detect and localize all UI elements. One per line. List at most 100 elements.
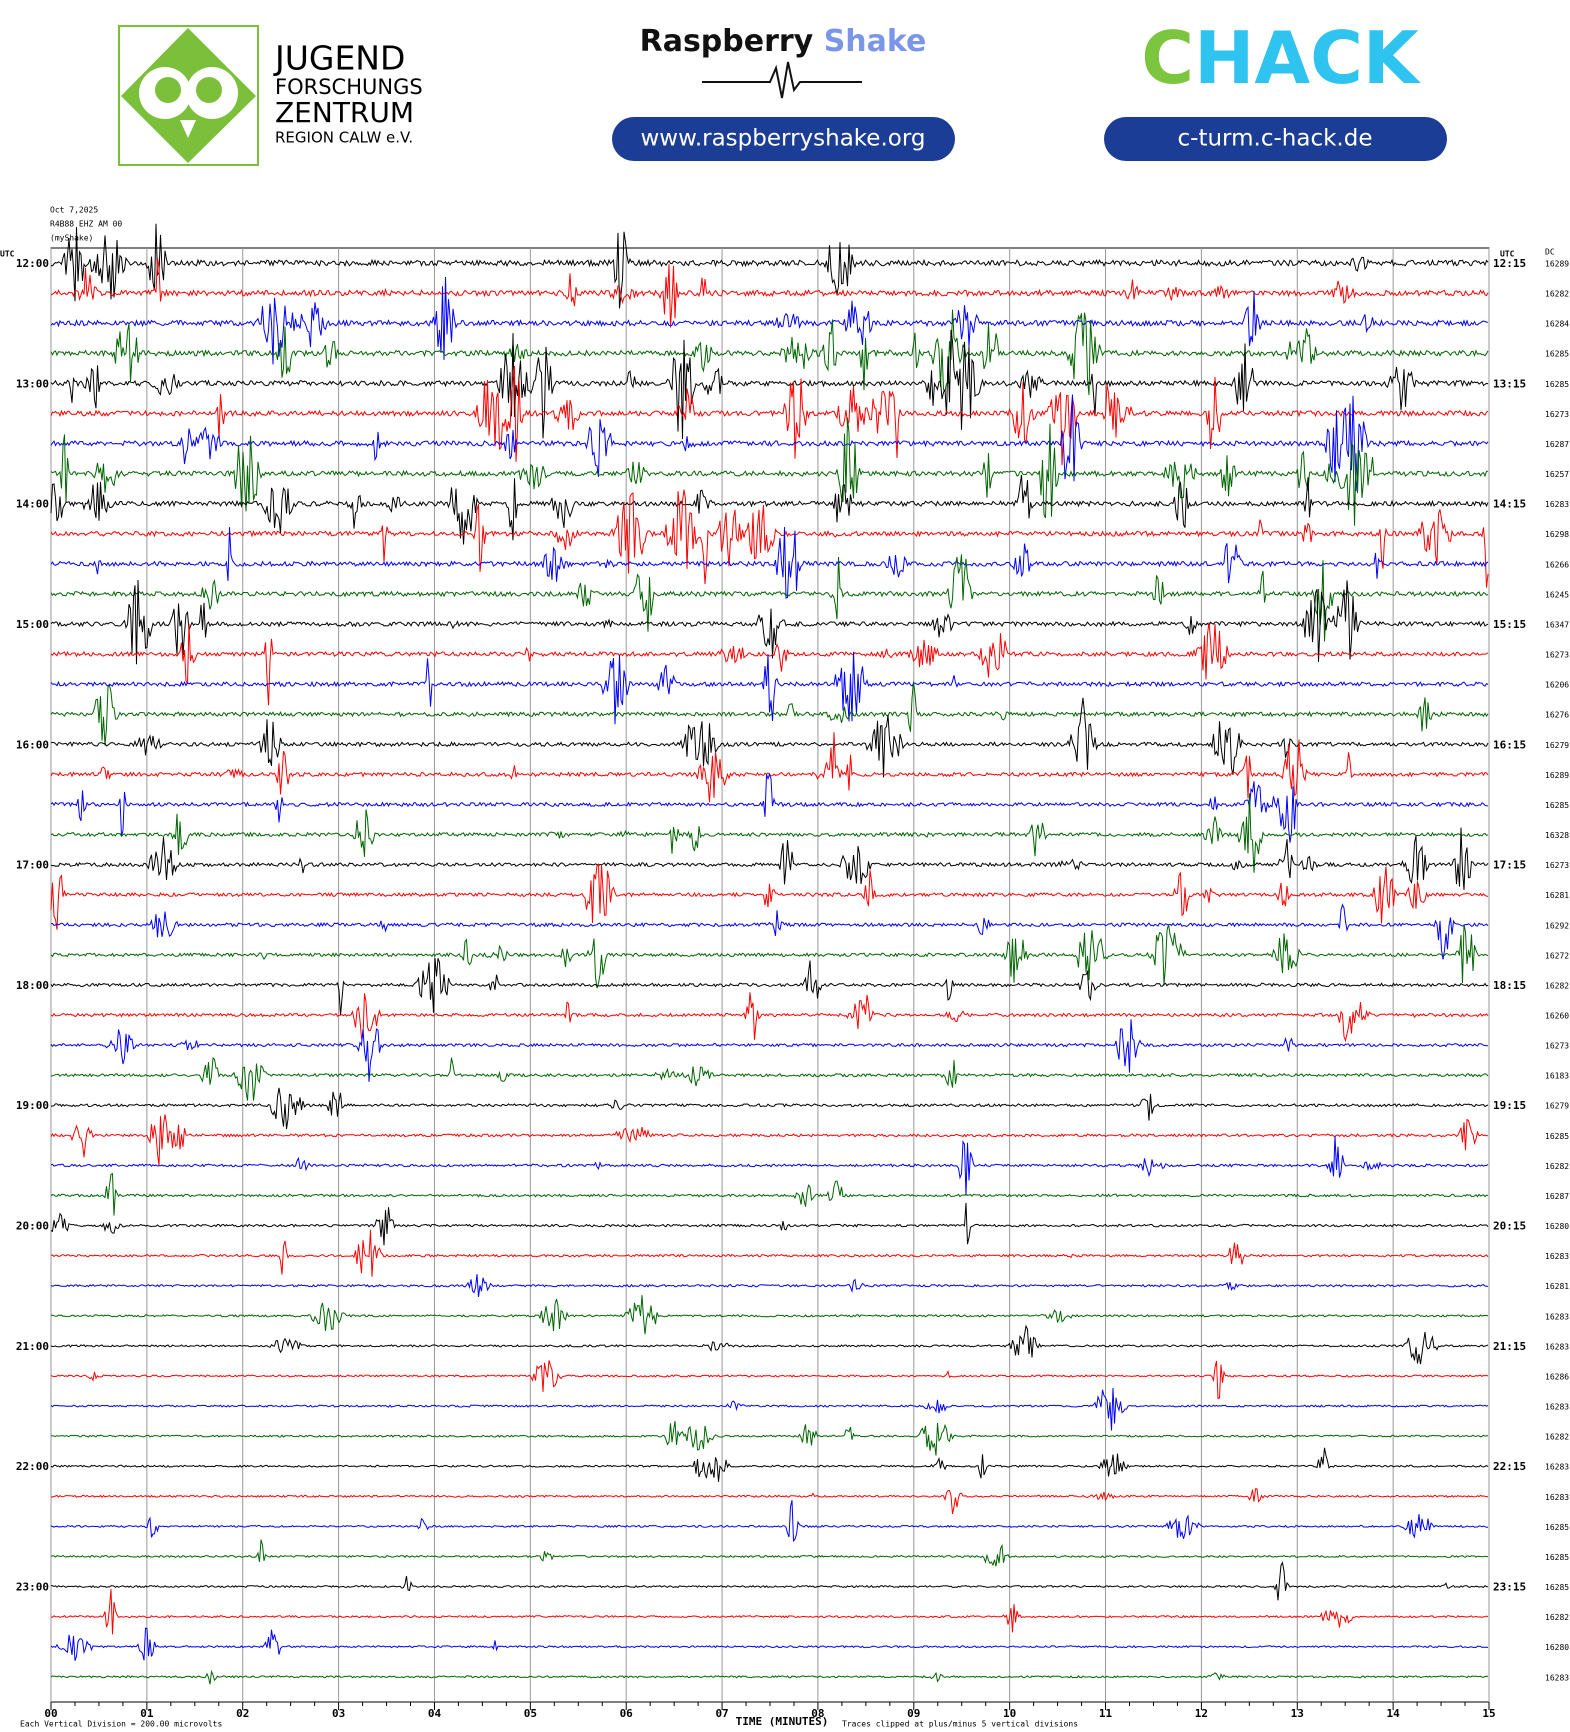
dc-value: 16285: [1545, 1583, 1569, 1592]
trace: [50, 1324, 1489, 1365]
trace: [50, 489, 1489, 588]
hack-logo: CHACK: [1141, 16, 1421, 100]
left-time: 18:00: [16, 979, 49, 992]
dc-value: 16282: [1545, 1433, 1569, 1442]
x-tick-label: 00: [44, 1707, 57, 1720]
trace: [50, 223, 1489, 309]
trace: [50, 863, 1489, 930]
trace: [50, 329, 1489, 440]
right-time: 13:15: [1493, 377, 1526, 390]
x-tick-label: 13: [1291, 1707, 1304, 1720]
trace: [50, 1295, 1489, 1335]
dc-value: 16285: [1545, 350, 1569, 359]
right-time: 15:15: [1493, 618, 1526, 631]
dc-value: 16285: [1545, 1523, 1569, 1532]
trace: [50, 1421, 1489, 1456]
url-pill[interactable]: [612, 117, 955, 161]
dc-value: 16282: [1545, 981, 1569, 990]
x-tick-label: 07: [715, 1707, 728, 1720]
trace: [50, 1135, 1489, 1196]
brand-wave: [702, 61, 862, 99]
dc-value: 16266: [1545, 560, 1569, 569]
trace: [50, 1274, 1489, 1297]
brand-first: Raspberry: [640, 24, 814, 59]
trace: [50, 1019, 1489, 1082]
trace: [50, 1627, 1489, 1661]
x-tick-label: 06: [620, 1707, 634, 1720]
x-tick-label: 11: [1099, 1707, 1113, 1720]
x-tick-label: 01: [140, 1707, 154, 1720]
trace: [50, 276, 1489, 365]
x-tick-label: 12: [1195, 1707, 1208, 1720]
trace: [50, 1669, 1489, 1685]
right-unit: UTC: [1500, 250, 1515, 259]
url[interactable]: c-turm.c-hack.de: [1178, 126, 1373, 152]
dc-value: 16273: [1545, 410, 1569, 419]
dc-value: 16206: [1545, 681, 1569, 690]
brand: Raspberry Shake: [640, 24, 927, 59]
trace: [50, 1500, 1488, 1543]
trace: [50, 1589, 1489, 1635]
url[interactable]: www.raspberryshake.org: [641, 126, 926, 152]
right-time: 12:15: [1493, 257, 1526, 270]
dc-value: 16283: [1545, 1312, 1569, 1321]
org-text: ZENTRUM: [275, 96, 414, 129]
right-time: 19:15: [1493, 1099, 1526, 1112]
left-unit: UTC: [0, 250, 15, 259]
x-tick-label: 15: [1482, 1707, 1495, 1720]
x-tick-label: 04: [428, 1707, 442, 1720]
trace: [50, 1229, 1489, 1277]
plot-source: (myShake): [50, 234, 93, 243]
dc-value: 16283: [1545, 1342, 1569, 1351]
dc-value: 16282: [1545, 1613, 1569, 1622]
dc-value: 16282: [1545, 1162, 1569, 1171]
dc-value: 16285: [1545, 380, 1569, 389]
trace: [50, 554, 1489, 642]
trace: [50, 1087, 1489, 1130]
dc-value: 16285: [1545, 1553, 1569, 1562]
right-time: 20:15: [1493, 1220, 1526, 1233]
dc-value: 16257: [1545, 470, 1569, 479]
trace: [50, 309, 1489, 396]
trace: [50, 1172, 1489, 1216]
trace: [50, 1360, 1489, 1400]
plot-station: R4B88 EHZ AM 00: [50, 220, 122, 229]
right-time: 23:15: [1493, 1581, 1526, 1594]
right-time: 18:15: [1493, 979, 1526, 992]
trace: [50, 1114, 1489, 1166]
dc-value: 16292: [1545, 921, 1569, 930]
org-text: REGION CALW e.V.: [275, 129, 413, 147]
scale-note: Each Vertical Division = 200.00 microvol…: [20, 1720, 222, 1729]
trace: [50, 622, 1489, 706]
dc-value: 16298: [1545, 530, 1569, 539]
url-pill[interactable]: [1104, 117, 1447, 161]
x-label: TIME (MINUTES): [736, 1715, 829, 1728]
dc-value: 16347: [1545, 620, 1569, 629]
dc-value: 16280: [1545, 1643, 1569, 1652]
trace: [50, 1539, 1488, 1567]
trace: [50, 417, 1489, 526]
trace: [50, 793, 1489, 873]
dc-value: 16283: [1545, 1493, 1569, 1502]
dc-value: 16287: [1545, 1192, 1569, 1201]
owl-logo: [118, 25, 259, 166]
trace: [50, 1488, 1489, 1515]
trace: [50, 474, 1489, 545]
dc-value: 16279: [1545, 741, 1569, 750]
right-time: 16:15: [1493, 738, 1526, 751]
left-time: 12:00: [16, 257, 49, 270]
dc-value: 16328: [1545, 831, 1569, 840]
left-time: 15:00: [16, 618, 49, 631]
dc-value: 16285: [1545, 801, 1569, 810]
x-tick-label: 03: [332, 1707, 345, 1720]
trace: [50, 681, 1489, 746]
trace: [50, 1202, 1489, 1246]
trace: [50, 1447, 1489, 1482]
brand-second: Shake: [824, 24, 927, 59]
trace: [50, 772, 1489, 843]
right-time: 14:15: [1493, 498, 1526, 511]
left-time: 22:00: [16, 1460, 49, 1473]
trace: [50, 1561, 1489, 1601]
dc-value: 16281: [1545, 891, 1569, 900]
clip-note: Traces clipped at plus/minus 5 vertical …: [842, 1720, 1078, 1729]
